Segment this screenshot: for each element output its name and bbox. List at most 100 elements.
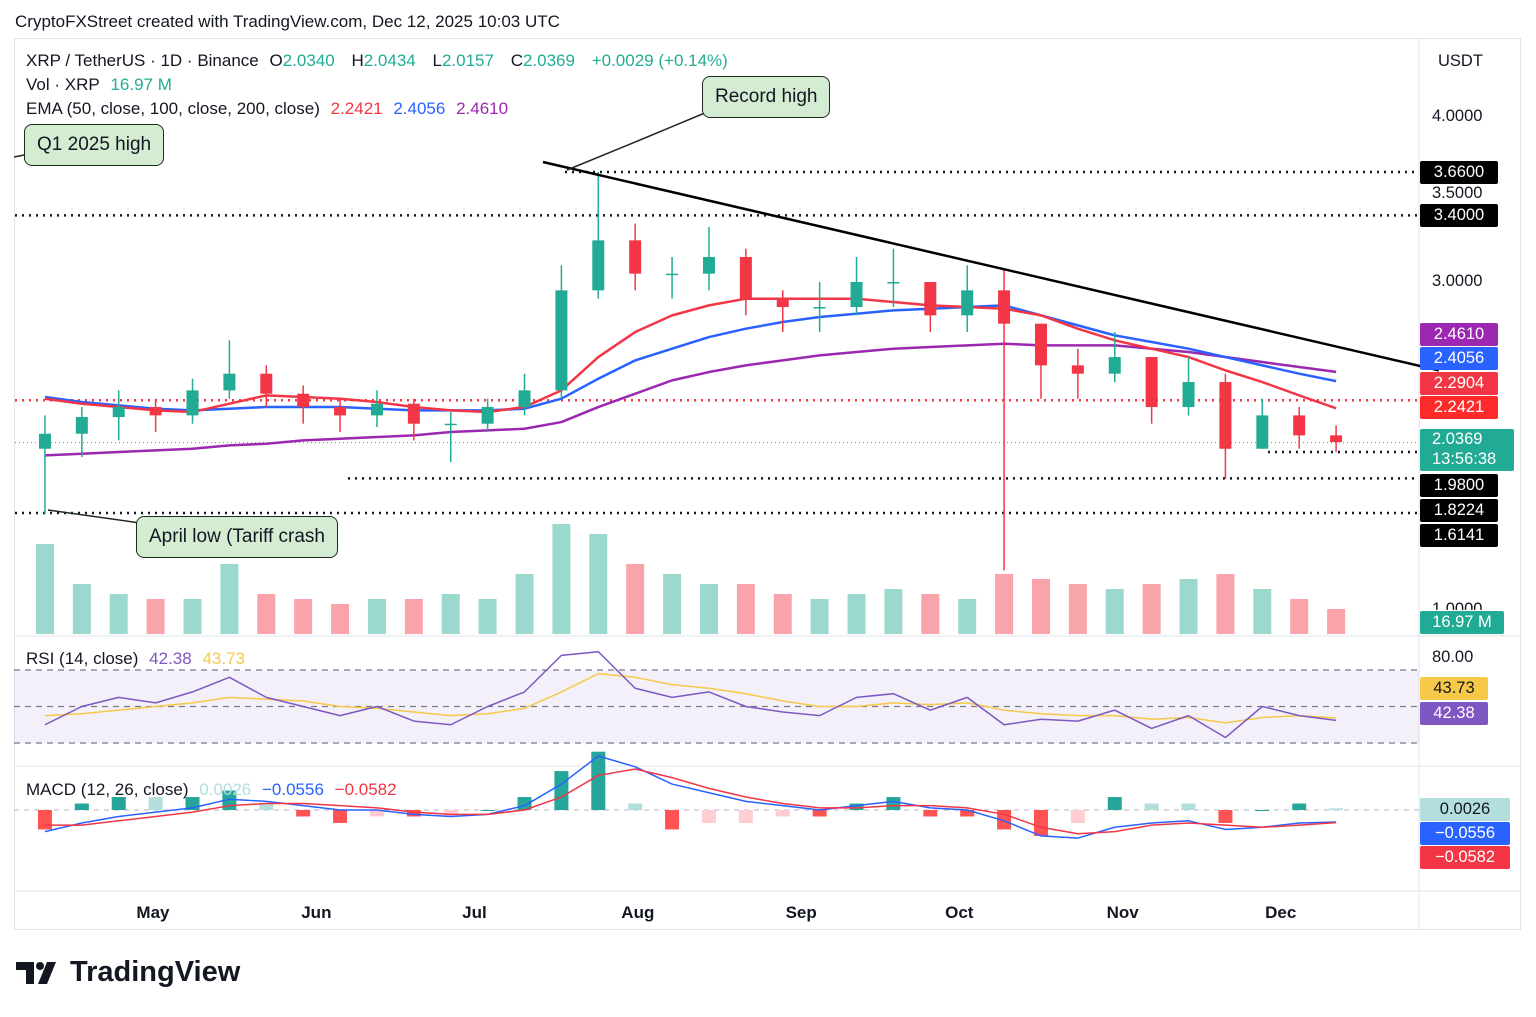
volume-badge: 16.97 M xyxy=(1420,611,1504,634)
volume-bar xyxy=(921,594,940,634)
volume-bar xyxy=(331,604,350,634)
macd-signal-value: −0.0582 xyxy=(334,780,397,799)
volume-bar xyxy=(773,594,792,634)
rsi-ma-value: 43.73 xyxy=(202,649,245,668)
candle-body xyxy=(813,307,826,309)
macd-histogram-bar xyxy=(111,797,126,810)
high-label: H xyxy=(351,51,364,70)
annotation-pointer xyxy=(47,509,141,524)
macd-histogram-bar xyxy=(923,810,938,817)
rsi-label[interactable]: RSI (14, close) xyxy=(26,649,139,668)
symbol-title[interactable]: XRP / TetherUS · 1D · Binance xyxy=(26,51,259,70)
price-tick-label: 3.5000 xyxy=(1432,184,1483,202)
volume-bar xyxy=(736,584,755,634)
macd-histogram-bar xyxy=(628,803,643,810)
ema50-line xyxy=(44,297,1337,414)
macd-histogram-bar xyxy=(1107,797,1122,810)
candle-body xyxy=(702,257,715,274)
volume-bar xyxy=(1068,584,1087,634)
price-tick-label: 4.0000 xyxy=(1432,107,1483,125)
volume-bar xyxy=(1327,609,1346,634)
candle-body xyxy=(776,298,789,308)
open-label: O xyxy=(269,51,283,70)
candle-body xyxy=(1182,382,1195,408)
volume-bar xyxy=(884,589,903,634)
descending-trendline xyxy=(542,160,1440,372)
time-axis-label-sep: Sep xyxy=(785,903,817,922)
tradingview-logo-icon xyxy=(16,961,56,984)
annotation-pointer xyxy=(13,154,25,158)
last-price-badge: 2.0369 13:56:38 xyxy=(1420,429,1514,471)
macd-signal-line xyxy=(44,768,1337,835)
candle-body xyxy=(260,373,273,394)
volume-bar xyxy=(1031,579,1050,634)
ema-price-badge: 2.4610 xyxy=(1420,323,1498,346)
time-axis-label-dec: Dec xyxy=(1265,903,1297,922)
rsi-badge: 43.73 xyxy=(1420,677,1488,700)
symbol-legend: XRP / TetherUS · 1D · Binance O2.0340 H2… xyxy=(26,51,734,71)
currency-label[interactable]: USDT xyxy=(1438,52,1483,70)
volume-bar xyxy=(1179,579,1198,634)
macd-histogram-bar xyxy=(1033,810,1048,836)
macd-histogram-bar xyxy=(591,751,606,810)
volume-bar xyxy=(958,599,977,634)
macd-histogram-bar xyxy=(738,810,753,823)
candle-body xyxy=(518,390,531,408)
rsi-ma-line xyxy=(44,672,1337,724)
level-price-badge: 1.6141 xyxy=(1420,524,1498,547)
rsi-tick-label: 80.00 xyxy=(1432,648,1474,666)
volume-bar xyxy=(220,564,239,634)
rsi-value: 42.38 xyxy=(149,649,192,668)
close-label: C xyxy=(510,51,523,70)
candle-body xyxy=(334,407,347,416)
macd-histogram-bar xyxy=(1070,810,1085,823)
macd-histogram-bar xyxy=(1292,803,1307,810)
price-tick-label: 3.0000 xyxy=(1432,272,1483,290)
macd-histogram-bar xyxy=(480,810,495,811)
volume-bar xyxy=(589,534,608,634)
annotation-pointer xyxy=(566,109,713,171)
macd-histogram-bar xyxy=(886,797,901,810)
macd-histogram-bar xyxy=(1181,803,1196,810)
ema-price-badge: 2.2904 xyxy=(1420,372,1498,395)
candle-body xyxy=(1108,357,1121,374)
time-axis-label-oct: Oct xyxy=(945,903,974,922)
rsi-badge: 42.38 xyxy=(1420,702,1488,725)
level-price-badge: 3.6600 xyxy=(1420,161,1498,184)
volume-bar xyxy=(72,584,91,634)
macd-histogram-bar xyxy=(148,797,163,810)
candle-body xyxy=(666,273,679,276)
ema-label[interactable]: EMA (50, close, 100, close, 200, close) xyxy=(26,99,320,118)
candle-body xyxy=(1034,323,1047,366)
macd-histogram-bar xyxy=(1144,803,1159,810)
candle-body xyxy=(1293,415,1306,436)
macd-label[interactable]: MACD (12, 26, close) xyxy=(26,780,189,799)
macd-histogram-bar xyxy=(443,810,458,817)
tradingview-logo[interactable]: TradingView xyxy=(16,956,240,989)
volume-label[interactable]: Vol · XRP xyxy=(26,75,100,94)
ema100-line xyxy=(44,304,1337,412)
level-price-badge: 1.9800 xyxy=(1420,474,1498,497)
volume-value: 16.97 M xyxy=(110,75,172,94)
macd-histogram-bar xyxy=(1329,808,1344,810)
candle-body xyxy=(186,390,199,416)
volume-bar xyxy=(35,544,54,634)
annotation-q1-high: Q1 2025 high xyxy=(24,124,165,166)
ema-price-badge: 2.2421 xyxy=(1420,396,1498,419)
volume-bar xyxy=(109,594,128,634)
ema100-value: 2.4056 xyxy=(393,99,446,118)
candle-body xyxy=(1330,435,1343,443)
macd-histogram-bar xyxy=(554,771,569,810)
volume-bar xyxy=(1216,574,1235,634)
chart-frame xyxy=(14,38,1521,930)
volume-bar xyxy=(478,599,497,634)
volume-bar xyxy=(1142,584,1161,634)
candle-body xyxy=(1145,357,1158,408)
macd-histogram-bar xyxy=(333,810,348,823)
macd-histogram-bar xyxy=(1218,810,1233,823)
macd-histogram-bar xyxy=(701,810,716,823)
volume-bar xyxy=(257,594,276,634)
volume-bar xyxy=(1105,589,1124,634)
